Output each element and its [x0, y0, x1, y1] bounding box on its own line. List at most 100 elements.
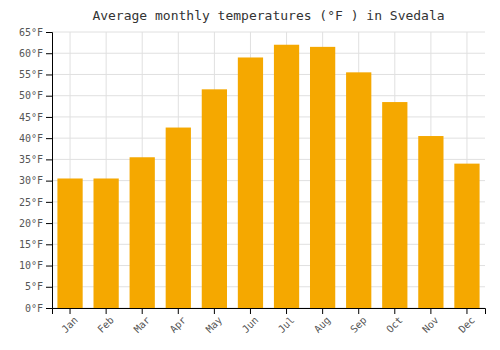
- y-tick: 45°F: [19, 112, 52, 123]
- x-tick-label: Nov: [420, 314, 441, 335]
- bar: [238, 57, 263, 308]
- y-tick: 55°F: [19, 69, 52, 80]
- plot-area: 0°F 5°F 10°F 15°F 20°F 25°F 30°F 35°F 40°F 45°F 50…: [19, 27, 486, 335]
- x-tick-mark: [322, 308, 323, 314]
- y-tick-label: 15°F: [19, 239, 43, 250]
- y-tick: 20°F: [19, 218, 52, 229]
- bar: [274, 45, 299, 308]
- x-tick-mark: [178, 308, 179, 314]
- y-tick: 65°F: [19, 27, 52, 38]
- x-tick-label: Mar: [132, 314, 153, 335]
- y-tick-label: 30°F: [19, 175, 43, 186]
- x-tick-label: Apr: [168, 314, 189, 335]
- x-tick-mark: [358, 308, 359, 314]
- y-tick-mark: [46, 202, 52, 203]
- chart: 0°F 5°F 10°F 15°F 20°F 25°F 30°F 35°F 40°F 45°F 50…: [0, 0, 500, 350]
- bar: [202, 89, 227, 308]
- bar: [418, 136, 443, 308]
- x-axis-line: [53, 309, 486, 315]
- x-tick: Jun: [240, 308, 261, 335]
- x-axis: Jan Feb Mar Apr May Jun Jul Aug Sep Oct Nov Dec: [53, 308, 486, 335]
- y-grid-line: [52, 116, 485, 117]
- x-tick-label: Aug: [312, 314, 333, 335]
- y-tick-mark: [46, 74, 52, 75]
- y-tick-mark: [46, 287, 52, 288]
- y-tick: 0°F: [25, 303, 52, 314]
- bar: [454, 164, 479, 308]
- y-tick: 5°F: [25, 281, 52, 292]
- x-tick: Aug: [312, 308, 333, 335]
- bar: [382, 102, 407, 308]
- bar: [93, 178, 118, 308]
- y-tick-mark: [46, 266, 52, 267]
- x-tick-label: Dec: [456, 314, 477, 335]
- y-axis-line: [46, 33, 53, 309]
- x-tick: Dec: [456, 308, 477, 335]
- x-tick: May: [204, 308, 225, 335]
- y-tick: 40°F: [19, 133, 52, 144]
- x-tick-mark: [250, 308, 251, 314]
- bar: [57, 178, 82, 308]
- x-tick-mark: [394, 308, 395, 314]
- x-tick: Sep: [348, 308, 369, 335]
- y-tick-mark: [46, 96, 52, 97]
- x-tick-label: Oct: [384, 314, 405, 335]
- y-tick-label: 45°F: [19, 112, 43, 123]
- x-tick-mark: [142, 308, 143, 314]
- title: Average monthly temperatures (°F ) in Sv…: [92, 8, 444, 23]
- grid: [52, 32, 485, 308]
- bars: [57, 45, 479, 308]
- x-tick: Oct: [384, 308, 405, 335]
- bar: [166, 128, 191, 308]
- y-tick-label: 5°F: [25, 281, 43, 292]
- bar: [346, 72, 371, 308]
- y-tick: 30°F: [19, 175, 52, 186]
- y-tick-label: 20°F: [19, 218, 43, 229]
- y-grid-line: [52, 95, 485, 96]
- x-tick-mark: [70, 308, 71, 314]
- y-tick: 35°F: [19, 154, 52, 165]
- y-tick-label: 25°F: [19, 197, 43, 208]
- x-tick: Mar: [132, 308, 153, 335]
- y-grid-line: [52, 74, 485, 75]
- y-tick-mark: [46, 181, 52, 182]
- x-tick-label: Jun: [240, 314, 261, 335]
- y-tick-mark: [46, 223, 52, 224]
- y-axis: 0°F 5°F 10°F 15°F 20°F 25°F 30°F 35°F 40°F 45°F 50…: [19, 27, 53, 314]
- y-tick-mark: [46, 117, 52, 118]
- x-tick: Jul: [276, 308, 297, 335]
- x-tick-label: Sep: [348, 314, 369, 335]
- y-tick-label: 10°F: [19, 260, 43, 271]
- x-tick-label: May: [204, 314, 225, 335]
- x-tick-label: Jan: [59, 314, 80, 335]
- x-tick: Nov: [420, 308, 441, 335]
- x-tick: Jan: [59, 308, 80, 335]
- y-grid-line: [52, 53, 485, 54]
- bar: [130, 157, 155, 308]
- y-tick-mark: [46, 53, 52, 54]
- y-tick-label: 50°F: [19, 90, 43, 101]
- x-tick-mark: [214, 308, 215, 314]
- y-tick: 25°F: [19, 197, 52, 208]
- y-tick-mark: [46, 244, 52, 245]
- y-grid-line: [52, 32, 485, 33]
- y-tick: 10°F: [19, 260, 52, 271]
- y-tick-label: 55°F: [19, 69, 43, 80]
- x-tick-mark: [466, 308, 467, 314]
- x-tick-label: Jul: [276, 314, 297, 335]
- y-tick-label: 40°F: [19, 133, 43, 144]
- x-tick-mark: [430, 308, 431, 314]
- y-tick-label: 65°F: [19, 27, 43, 38]
- y-tick-label: 35°F: [19, 154, 43, 165]
- y-tick-mark: [46, 159, 52, 160]
- x-tick: Apr: [168, 308, 189, 335]
- bar: [310, 47, 335, 308]
- x-tick: Feb: [95, 308, 116, 335]
- y-tick-label: 60°F: [19, 48, 43, 59]
- x-tick-mark: [106, 308, 107, 314]
- y-tick-label: 0°F: [25, 303, 43, 314]
- y-tick-mark: [46, 308, 52, 309]
- y-tick: 15°F: [19, 239, 52, 250]
- y-tick-mark: [46, 32, 52, 33]
- x-tick-mark: [286, 308, 287, 314]
